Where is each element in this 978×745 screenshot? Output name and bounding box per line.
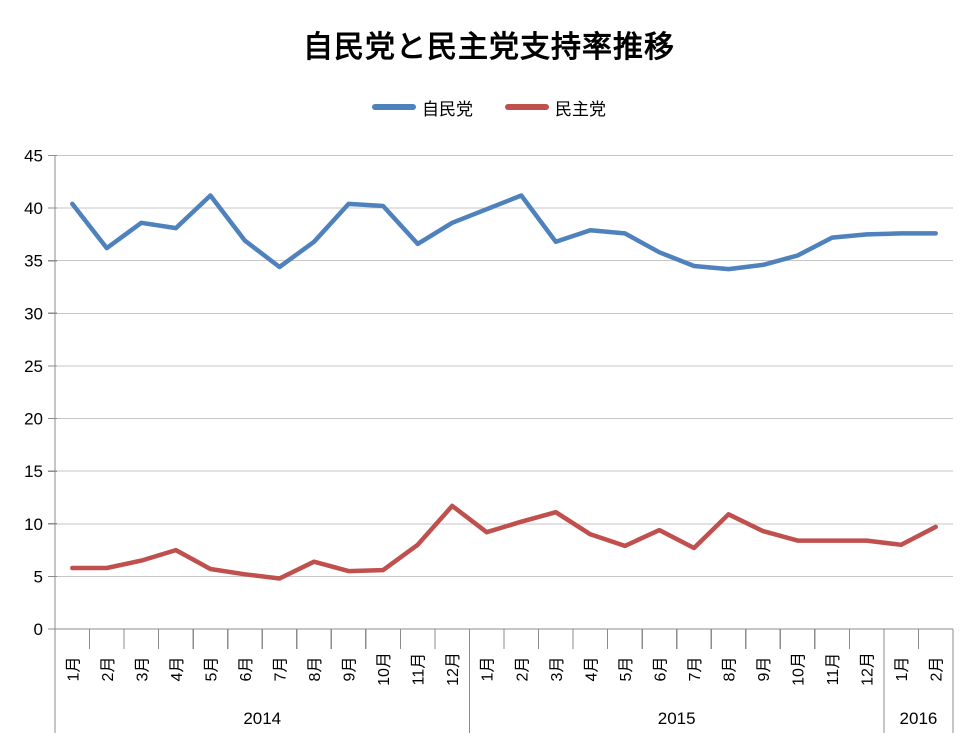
x-axis-label: 1月 (65, 657, 82, 682)
x-axis-label: 6月 (652, 657, 669, 682)
year-label: 2014 (243, 709, 281, 728)
series-line-jiminto (70, 193, 938, 272)
x-axis-label: 7月 (273, 657, 290, 682)
y-axis-label: 15 (24, 462, 43, 481)
x-axis-label: 4月 (583, 657, 600, 682)
x-axis-label: 7月 (687, 657, 704, 682)
x-axis-label: 1月 (894, 657, 911, 682)
year-label: 2015 (658, 709, 696, 728)
x-axis-label: 2月 (100, 657, 117, 682)
x-axis-label: 3月 (549, 657, 566, 682)
y-axis-label: 5 (34, 567, 43, 586)
x-axis-label: 10月 (791, 652, 808, 686)
x-axis-label: 6月 (238, 657, 255, 682)
x-axis-label: 9月 (756, 657, 773, 682)
y-axis-label: 25 (24, 357, 43, 376)
x-axis-label: 5月 (618, 657, 635, 682)
legend-line-swatch-minshuto (505, 104, 549, 110)
x-axis-label: 2月 (929, 657, 946, 682)
x-axis-label: 5月 (203, 657, 220, 682)
x-axis-label: 9月 (342, 657, 359, 682)
y-axis-label: 40 (24, 199, 43, 218)
y-axis-label: 30 (24, 304, 43, 323)
x-axis-label: 10月 (376, 652, 393, 686)
x-axis-label: 11月 (825, 653, 842, 686)
y-axis-label: 0 (34, 620, 43, 639)
x-axis-label: 3月 (134, 657, 151, 682)
x-axis-label: 8月 (307, 657, 324, 682)
legend-item-minshuto: 民主党 (505, 95, 606, 120)
y-axis-label: 35 (24, 252, 43, 271)
y-axis-label: 20 (24, 410, 43, 429)
x-axis-label: 8月 (722, 657, 739, 682)
legend-label-minshuto: 民主党 (555, 99, 606, 119)
legend-item-jiminto: 自民党 (372, 95, 473, 120)
x-axis-label: 12月 (445, 652, 462, 686)
x-axis-label: 4月 (169, 657, 186, 682)
legend-line-swatch-jiminto (372, 104, 416, 110)
x-axis-label: 1月 (480, 657, 497, 682)
y-axis-label: 10 (24, 515, 43, 534)
x-axis-label: 2月 (514, 657, 531, 682)
year-label: 2016 (900, 709, 938, 728)
series-line-minshuto (70, 503, 938, 581)
y-axis-label: 45 (24, 147, 43, 166)
x-axis-label: 12月 (860, 652, 877, 686)
legend: 自民党 民主党 (0, 95, 978, 120)
x-axis-label: 11月 (411, 653, 428, 686)
chart-title: 自民党と民主党支持率推移 (303, 31, 675, 64)
legend-label-jiminto: 自民党 (422, 99, 473, 119)
